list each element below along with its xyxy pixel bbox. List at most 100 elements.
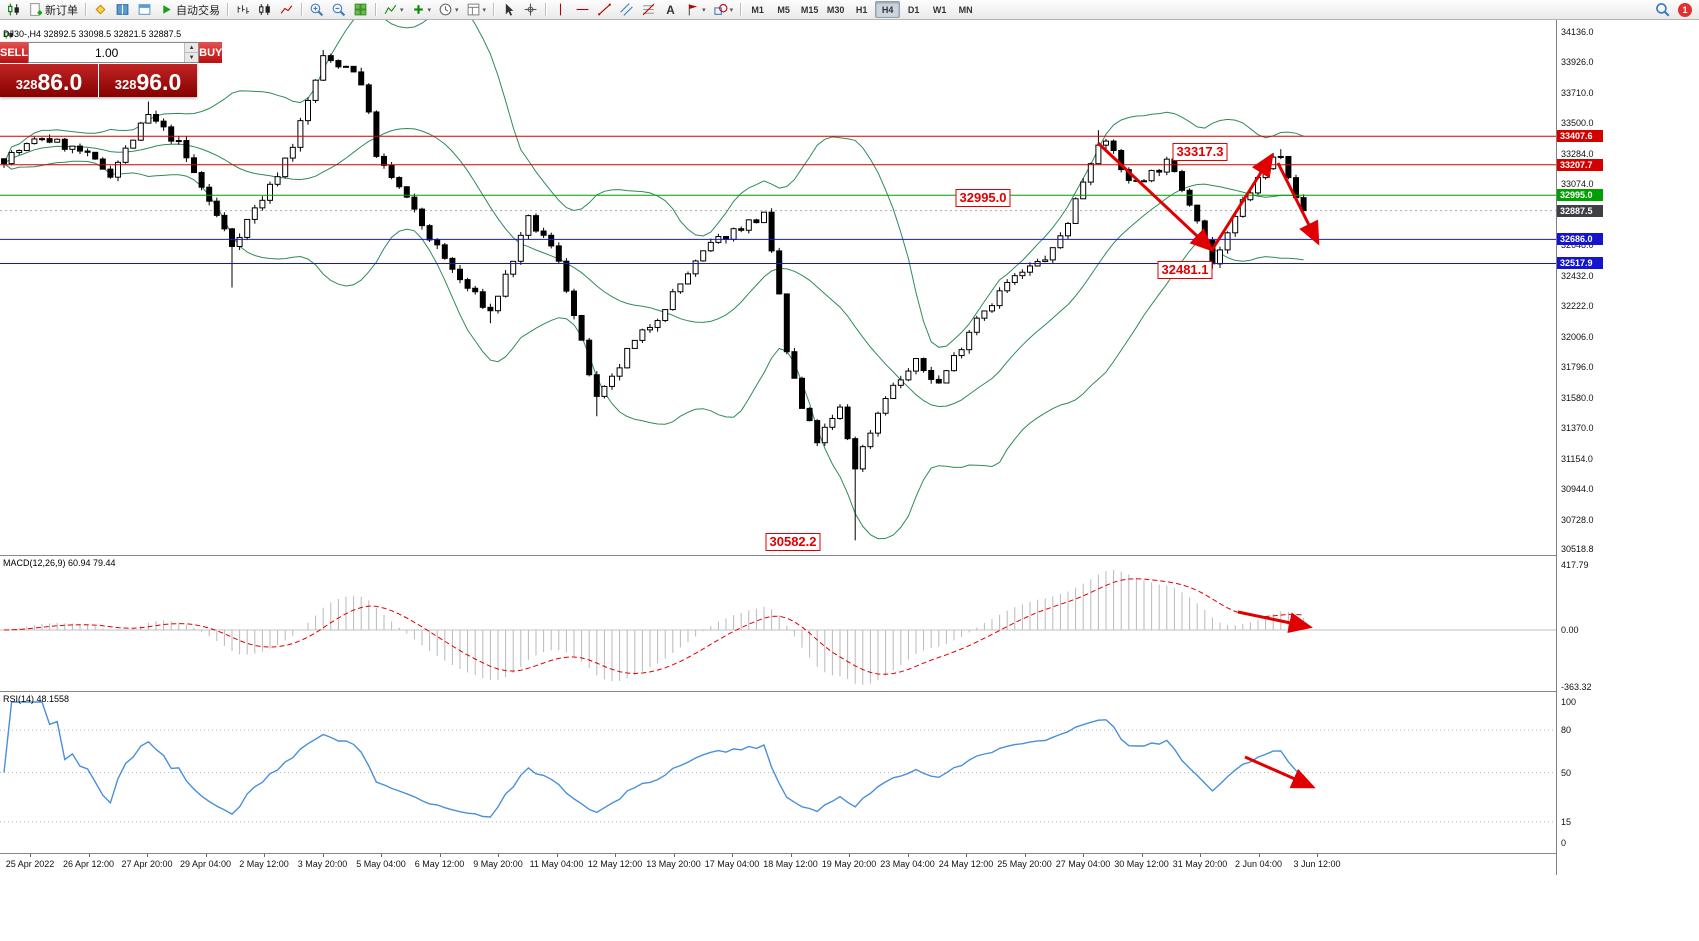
zoom-out-icon[interactable] [328,1,349,18]
volume-down-button[interactable]: ▼ [185,53,199,62]
price-tick: 34136.0 [1561,27,1594,38]
time-tick [205,854,207,857]
price-axis[interactable]: 34136.0 33926.0 33710.0 33500.0 33284.0 33074… [1557,20,1699,875]
sell-price-display[interactable]: 328 86.0 [0,64,98,97]
add-indicator-icon[interactable]: ▾ [413,5,432,14]
volume-input[interactable] [29,43,185,62]
timeframe-m5[interactable]: M5 [777,4,790,15]
shapes-icon[interactable]: ▾ [710,1,737,18]
sell-button[interactable]: SELL [0,42,29,63]
price-chart-svg[interactable] [0,20,1556,555]
horizontal-line-icon[interactable] [572,1,593,18]
rsi-panel[interactable]: RSI(14) 48.1558 [0,691,1556,853]
time-tick [907,854,909,857]
time-axis-label: 25 May 20:00 [997,859,1052,869]
price-annotation: 30582.2 [765,533,821,551]
vertical-line-icon[interactable] [550,1,571,18]
time-axis-label: 27 Apr 20:00 [121,859,173,869]
time-axis-label: 3 Jun 12:00 [1293,859,1341,869]
data-window-icon[interactable] [134,1,155,18]
text-icon[interactable]: A [660,1,681,18]
timeframe-m30[interactable]: M30 [826,4,845,15]
timeframe-d1[interactable]: D1 [907,4,920,15]
timeframe-m1[interactable]: M1 [751,4,764,15]
price-tick: 33500.0 [1561,117,1594,128]
rsi-label: RSI(14) 48.1558 [3,694,70,704]
timeframe-mn[interactable]: MN [958,4,973,15]
time-axis-label: 30 May 12:00 [1114,859,1169,869]
toolbar-separator [227,3,228,16]
chart-symbol-icon [4,30,13,39]
channel-icon[interactable] [616,1,637,18]
time-axis-label: 29 Apr 04:00 [179,859,232,869]
main-chart[interactable]: DJ30-,H4 32892.5 33098.5 32821.5 32887.5… [0,20,1556,555]
timeframe-h1[interactable]: H1 [855,4,868,15]
chart-title-text: DJ30-,H4 32892.5 33098.5 32821.5 32887.5 [3,29,182,39]
macd-chart-svg[interactable] [0,556,1556,691]
rsi-chart-svg[interactable] [0,692,1556,853]
tile-windows-icon[interactable] [350,1,371,18]
time-tick [732,854,733,857]
candles [1,50,1307,541]
volume-up-button[interactable]: ▲ [185,43,199,53]
price-tick: 32222.0 [1561,300,1594,311]
indicators-icon[interactable]: ▾ [380,1,407,18]
line-chart-icon[interactable] [276,1,297,18]
time-tick [790,854,792,857]
new-order-button[interactable]: 新订单 [25,1,81,18]
bid-price-tag: 32887.5 [1557,204,1603,217]
macd-panel[interactable]: MACD(12,26,9) 60.94 79.44 [0,555,1556,691]
price-tick: 31154.0 [1561,453,1593,464]
macd-tick: -363.32 [1561,681,1592,692]
buy-price-prefix: 328 [114,77,137,92]
price-tick: 33710.0 [1561,87,1594,98]
timeframe-h4[interactable]: H4 [875,1,901,18]
toolbar-separator [545,3,547,16]
time-tick [439,854,441,857]
crosshair-icon[interactable] [520,1,541,18]
auto-trading-button[interactable]: 自动交易 [156,1,223,18]
price-level-tag: 32517.9 [1557,257,1603,270]
time-tick [498,854,499,857]
time-tick [30,854,31,857]
cursor-icon[interactable] [498,1,519,18]
buy-button[interactable]: BUY [199,42,223,63]
templates-icon[interactable]: ▾ [463,1,490,18]
rsi-tick: 80 [1561,725,1572,736]
arrows-icon[interactable]: ▾ [682,1,709,18]
search-icon[interactable] [1652,1,1673,18]
metaeditor-icon[interactable] [90,1,111,18]
price-tick: 33074.0 [1561,178,1594,189]
time-axis-label: 5 May 04:00 [356,859,406,869]
price-tick: 31796.0 [1561,361,1594,372]
price-annotation: 33317.3 [1172,143,1228,161]
trendline-icon[interactable] [594,1,615,18]
zoom-in-icon[interactable] [306,1,327,18]
time-tick [1258,854,1260,857]
periods-icon[interactable]: ▾ [435,1,462,18]
bar-chart-icon[interactable] [232,1,253,18]
time-axis[interactable]: 25 Apr 2022 26 Apr 12:00 27 Apr 20:00 29 Ap… [0,853,1699,875]
chart-window-icon[interactable] [3,1,24,18]
time-tick [1317,854,1318,857]
time-tick [1083,854,1084,857]
market-watch-icon[interactable] [112,1,133,18]
time-tick [849,854,850,857]
timeframe-m15[interactable]: M15 [800,4,819,15]
buy-price-display[interactable]: 328 96.0 [99,64,197,97]
notifications-badge[interactable]: 1 [1678,2,1692,17]
toolbar-separator [85,3,86,16]
price-tick: 32006.0 [1561,331,1594,342]
toolbar-right: 1 [1652,1,1696,18]
toolbar-separator [375,3,376,16]
timeframe-w1[interactable]: W1 [932,4,947,15]
time-tick [673,854,675,857]
chart-title: DJ30-,H4 32892.5 33098.5 32821.5 32887.5 [3,29,181,39]
axis-border [1556,20,1557,875]
fibonacci-icon[interactable] [638,1,659,18]
time-axis-label: 31 May 20:00 [1172,859,1228,869]
candlestick-chart-icon[interactable] [254,1,275,18]
rsi-tick: 15 [1561,816,1572,827]
price-tick: 32432.0 [1561,270,1594,281]
